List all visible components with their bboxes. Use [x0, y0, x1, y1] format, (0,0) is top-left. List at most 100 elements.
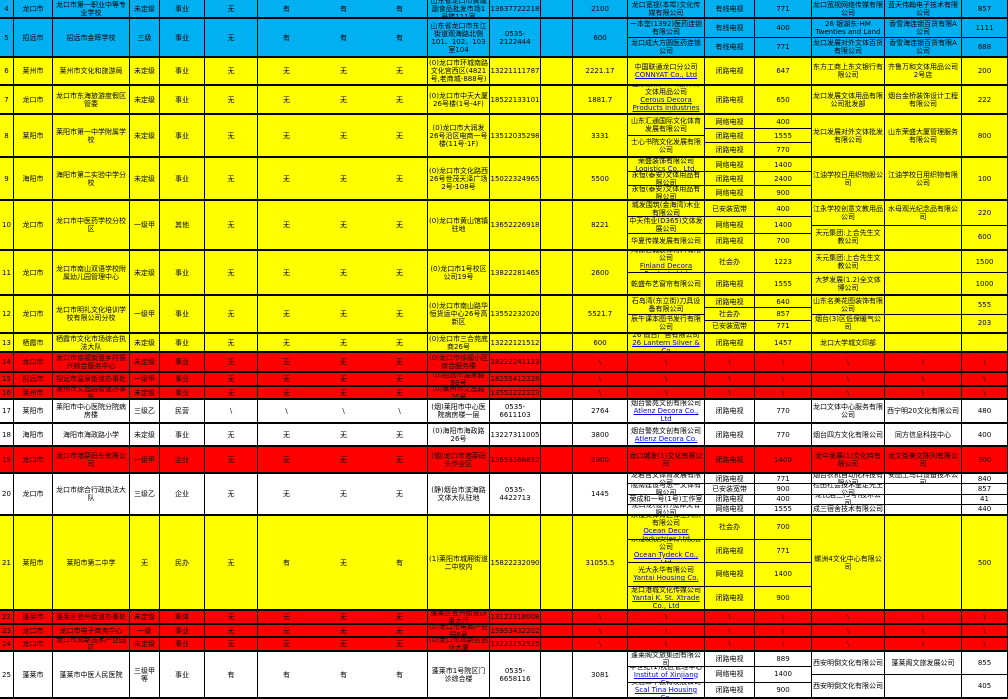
cell-partner-value-entry[interactable]: 222 [962, 86, 1007, 113]
cell-partner-value-entry[interactable]: \ [962, 625, 1007, 636]
cell-service-value-entry[interactable]: 1223 [755, 251, 811, 273]
cell-company-entry[interactable]: 龙岩宫文体育发展有限公司 [628, 474, 704, 485]
cell-service-type-entry[interactable]: 闭路电视 [705, 86, 754, 113]
cell-partner-2-entry[interactable]: 齐鲁万和文体用品公司2号店 [885, 58, 961, 84]
cell-partner-1-entry[interactable]: 西安明倒文化有限公司 [812, 652, 884, 675]
cell-company-entry[interactable]: \ [628, 387, 704, 398]
cell-service-value-entry[interactable]: \ [755, 638, 811, 650]
cell-flag-1[interactable]: 无 [205, 424, 258, 445]
cell-flag-3[interactable]: 无 [315, 638, 372, 650]
cell-organization[interactable]: 龙口市综合行政执法大队 [53, 474, 130, 514]
cell-phone[interactable]: 13653266652 [490, 447, 541, 472]
cell-blank[interactable] [541, 625, 573, 636]
cell-amount[interactable]: 3800 [573, 424, 628, 445]
cell-phone[interactable]: 15953432202 [490, 625, 541, 636]
cell-flag-4[interactable]: 无 [372, 387, 428, 398]
cell-phone[interactable]: 18255412228 [490, 373, 541, 385]
cell-city[interactable]: 莱州市 [14, 58, 53, 84]
cell-kind[interactable]: 事业 [160, 58, 205, 84]
cell-flag-1[interactable]: 无 [205, 86, 258, 113]
cell-service-type-entry[interactable]: 网络电视 [705, 186, 754, 199]
cell-service-type-entry[interactable]: 网络电视 [705, 115, 754, 129]
cell-flag-4[interactable]: 无 [372, 424, 428, 445]
cell-partner-1-entry[interactable]: 26 银湖东-HM Twenties and Land [812, 19, 884, 38]
cell-blank[interactable] [541, 158, 573, 199]
cell-partner-1-entry[interactable]: 天元集团:上合先生文教公司 [812, 251, 884, 273]
cell-organization[interactable]: 莱州市文化和旅游局 [53, 58, 130, 84]
cell-kind[interactable]: 事业 [160, 424, 205, 445]
cell-flag-3[interactable]: 有 [315, 19, 372, 56]
cell-flag-4[interactable]: 无 [372, 625, 428, 636]
cell-partner-1-entry[interactable]: 烟台(3)区低保暖气公司 [812, 315, 884, 333]
cell-kind[interactable]: 企业 [160, 474, 205, 514]
cell-kind[interactable]: 企业 [160, 447, 205, 472]
cell-flag-1[interactable]: 无 [205, 516, 258, 609]
cell-company-entry[interactable]: 26 假日广告有限公司 26 Lantern Silver & Co [628, 334, 704, 351]
cell-service-value-entry[interactable]: 1555 [755, 129, 811, 143]
cell-kind[interactable]: 事业 [160, 296, 205, 332]
cell-flag-1[interactable]: 无 [205, 19, 258, 56]
cell-grade[interactable]: 未定级 [130, 334, 160, 351]
cell-kind[interactable]: 事业 [160, 387, 205, 398]
cell-blank[interactable] [541, 334, 573, 351]
cell-flag-3[interactable]: 无 [315, 158, 372, 199]
cell-organization[interactable]: 龙口市东海旅游度假区管委 [53, 86, 130, 113]
cell-grade[interactable]: 三级 [130, 19, 160, 56]
cell-address[interactable]: 蓬莱区登州街道办事大厅 [428, 611, 490, 623]
cell-partner-1-entry[interactable]: 烟台农机自动化科技有限公司 [812, 474, 884, 485]
cell-organization[interactable]: 龙口市港栾码头有限公司 [53, 447, 130, 472]
cell-partner-1-entry[interactable]: 大梦发展(1.2)全文体博公司 [812, 273, 884, 294]
cell-partner-2-entry[interactable] [885, 273, 961, 294]
cell-service-value-entry[interactable]: \ [755, 387, 811, 398]
cell-flag-4[interactable]: 无 [372, 447, 428, 472]
cell-partner-value-entry[interactable]: 400 [962, 424, 1007, 445]
cell-company-entry[interactable]: 中世纪(1)院区管理中心Institut of Xinjiang Co. [628, 667, 704, 683]
cell-partner-1-entry[interactable]: 龙口文体中心服务有限公司 [812, 400, 884, 422]
cell-service-type-entry[interactable]: \ [705, 353, 754, 371]
cell-amount[interactable]: 600 [573, 19, 628, 56]
cell-flag-4[interactable]: 无 [372, 474, 428, 514]
cell-flag-3[interactable]: 无 [315, 115, 372, 156]
cell-partner-1-entry[interactable]: 龙口大学城文印部 [812, 334, 884, 351]
cell-city[interactable]: 龙口市 [14, 86, 53, 113]
cell-partner-1-entry[interactable]: 成三宿舍技术有限公司 [812, 505, 884, 514]
cell-kind[interactable]: 其他 [160, 201, 205, 249]
cell-service-value-entry[interactable]: 1457 [755, 334, 811, 351]
cell-company-en-link[interactable]: Institut of Xinjiang Co. [633, 670, 699, 683]
cell-partner-1-entry[interactable]: 螺洲4文化中心有限公司 [812, 516, 884, 609]
cell-city[interactable]: 莱阳市 [14, 400, 53, 422]
cell-city[interactable]: 莱阳市 [14, 516, 53, 609]
cell-partner-1-entry[interactable]: \ [812, 373, 884, 385]
cell-company-entry[interactable]: 中天伟业(D365)文体发展公司 [628, 217, 704, 234]
cell-partner-2-entry[interactable]: 龙文街美文陈列有限公司 [885, 447, 961, 472]
cell-address[interactable]: (0)龙口市电商产业园8号 [428, 625, 490, 636]
cell-amount[interactable]: \ [573, 625, 628, 636]
cell-service-type-entry[interactable]: \ [705, 373, 754, 385]
cell-blank[interactable] [541, 611, 573, 623]
cell-company-entry[interactable]: 永恒(泰安)文体用品有限公司 [628, 172, 704, 186]
cell-partner-2-entry[interactable]: 烟台金桥装饰设计工程有限公司 [885, 86, 961, 113]
cell-service-type-entry[interactable]: 社会办 [705, 516, 754, 540]
cell-phone[interactable]: 13222121512 [490, 334, 541, 351]
cell-kind[interactable]: 事业 [160, 652, 205, 697]
cell-amount[interactable]: 5521.7 [573, 296, 628, 332]
cell-address[interactable]: 蓬莱市1号院区门诊综合楼 [428, 652, 490, 697]
cell-company-en-link[interactable]: Cerous Decora Products Industries Ltd [632, 95, 700, 114]
cell-flag-2[interactable]: 无 [258, 158, 315, 199]
cell-organization[interactable]: 莱阳市第二中学 [53, 516, 130, 609]
cell-partner-2-entry[interactable]: 安图工马口设备技术公司 [885, 474, 961, 485]
cell-phone[interactable]: 13221111787 [490, 58, 541, 84]
cell-service-value-entry[interactable]: \ [755, 373, 811, 385]
cell-partner-2-entry[interactable]: \ [885, 611, 961, 623]
cell-organization[interactable]: 莱州市文昌路街道办事处 [53, 387, 130, 398]
cell-partner-value-entry[interactable]: 203 [962, 315, 1007, 333]
cell-service-type-entry[interactable]: 有线电视 [705, 19, 754, 38]
cell-service-type-entry[interactable]: 闭路电视 [705, 424, 754, 445]
cell-partner-value-entry[interactable]: \ [962, 373, 1007, 385]
cell-organization[interactable]: 海阳市海政路小学 [53, 424, 130, 445]
cell-service-value-entry[interactable]: 1400 [755, 158, 811, 172]
cell-amount[interactable]: \ [573, 353, 628, 371]
cell-partner-value-entry[interactable]: 800 [962, 115, 1007, 156]
cell-row-number[interactable]: 21 [0, 516, 14, 609]
cell-service-value-entry[interactable]: 1555 [755, 273, 811, 294]
